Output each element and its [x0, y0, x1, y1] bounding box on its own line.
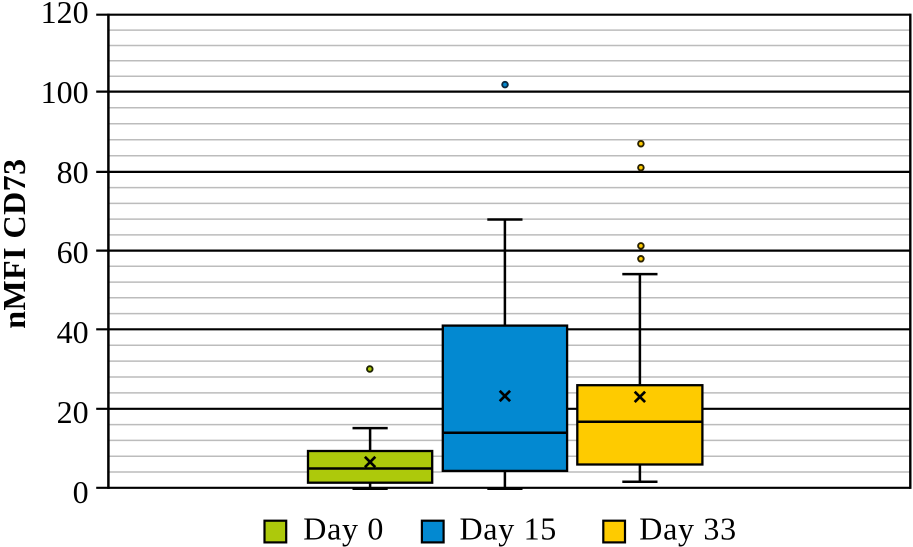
svg-text:60: 60	[57, 234, 89, 270]
svg-text:nMFI CD73: nMFI CD73	[0, 158, 32, 328]
svg-text:Day 0: Day 0	[303, 511, 384, 547]
svg-text:Day 15: Day 15	[460, 511, 558, 547]
svg-text:Day 33: Day 33	[639, 511, 737, 547]
svg-text:40: 40	[57, 314, 89, 350]
svg-text:20: 20	[57, 394, 89, 430]
svg-text:120: 120	[41, 0, 89, 30]
svg-text:80: 80	[57, 154, 89, 190]
svg-text:0: 0	[73, 474, 89, 510]
svg-text:100: 100	[41, 74, 89, 110]
